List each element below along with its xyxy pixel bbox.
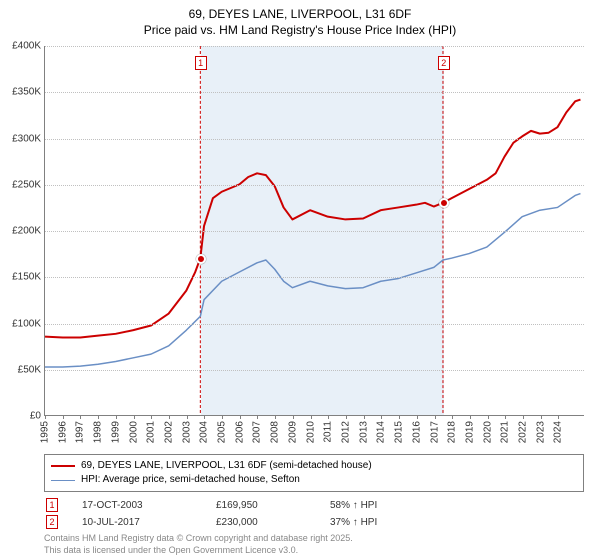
x-axis-label: 2006 (234, 421, 245, 443)
attribution-line: Contains HM Land Registry data © Crown c… (44, 533, 584, 545)
series-hpi (45, 194, 580, 367)
series-price_paid (45, 100, 580, 338)
sale-row: 2 10-JUL-2017 £230,000 37% ↑ HPI (46, 515, 584, 529)
legend-label: HPI: Average price, semi-detached house,… (81, 473, 300, 487)
x-axis-label: 2004 (199, 421, 210, 443)
x-axis-label: 2017 (429, 421, 440, 443)
legend-label: 69, DEYES LANE, LIVERPOOL, L31 6DF (semi… (81, 459, 372, 473)
sale-marker-flag: 1 (195, 56, 207, 70)
y-axis-label: £50K (18, 364, 41, 375)
attribution: Contains HM Land Registry data © Crown c… (44, 533, 584, 556)
y-axis-label: £250K (12, 179, 41, 190)
x-axis-label: 1998 (93, 421, 104, 443)
sale-hpi-diff: 37% ↑ HPI (330, 517, 420, 528)
x-axis-label: 2014 (376, 421, 387, 443)
sale-price: £230,000 (216, 517, 306, 528)
x-axis-label: 2022 (518, 421, 529, 443)
legend-item-hpi: HPI: Average price, semi-detached house,… (51, 473, 577, 487)
sale-marker-box: 2 (46, 515, 58, 529)
legend-swatch (51, 465, 75, 467)
y-axis-label: £100K (12, 318, 41, 329)
sale-marker-flag: 2 (438, 56, 450, 70)
x-axis-label: 1995 (40, 421, 51, 443)
y-axis-label: £200K (12, 226, 41, 237)
y-axis-label: £300K (12, 133, 41, 144)
x-axis-label: 2002 (163, 421, 174, 443)
x-axis-label: 2019 (464, 421, 475, 443)
x-axis-label: 2011 (323, 421, 334, 443)
x-axis-label: 2015 (394, 421, 405, 443)
legend-swatch (51, 480, 75, 481)
x-axis-label: 2008 (270, 421, 281, 443)
sale-price: £169,950 (216, 500, 306, 511)
x-axis-label: 2023 (535, 421, 546, 443)
x-axis-label: 2009 (287, 421, 298, 443)
x-axis-label: 1996 (57, 421, 68, 443)
x-axis-label: 1999 (110, 421, 121, 443)
chart-container: 69, DEYES LANE, LIVERPOOL, L31 6DF Price… (0, 0, 600, 560)
x-axis-label: 2012 (340, 421, 351, 443)
x-axis-label: 1997 (75, 421, 86, 443)
x-axis-label: 2024 (553, 421, 564, 443)
y-axis-label: £150K (12, 272, 41, 283)
x-axis-label: 2001 (146, 421, 157, 443)
x-axis-label: 2021 (500, 421, 511, 443)
x-axis-label: 2005 (217, 421, 228, 443)
legend-item-price-paid: 69, DEYES LANE, LIVERPOOL, L31 6DF (semi… (51, 459, 577, 473)
y-axis-label: £0 (30, 411, 41, 422)
x-axis-label: 2000 (128, 421, 139, 443)
y-axis-label: £350K (12, 87, 41, 98)
x-axis-label: 2013 (358, 421, 369, 443)
x-axis-label: 2020 (482, 421, 493, 443)
sale-date: 10-JUL-2017 (82, 517, 192, 528)
sale-date: 17-OCT-2003 (82, 500, 192, 511)
plot-area: £0£50K£100K£150K£200K£250K£300K£350K£400… (44, 46, 584, 416)
sale-marker-box: 1 (46, 498, 58, 512)
y-axis-label: £400K (12, 41, 41, 52)
legend: 69, DEYES LANE, LIVERPOOL, L31 6DF (semi… (44, 454, 584, 556)
x-axis-label: 2016 (411, 421, 422, 443)
sale-point-dot (196, 254, 206, 264)
title-line-2: Price paid vs. HM Land Registry's House … (0, 22, 600, 38)
sale-point-dot (439, 198, 449, 208)
chart-title: 69, DEYES LANE, LIVERPOOL, L31 6DF Price… (0, 0, 600, 38)
sale-hpi-diff: 58% ↑ HPI (330, 500, 420, 511)
x-axis-label: 2018 (447, 421, 458, 443)
legend-box: 69, DEYES LANE, LIVERPOOL, L31 6DF (semi… (44, 454, 584, 492)
attribution-line: This data is licensed under the Open Gov… (44, 545, 584, 557)
title-line-1: 69, DEYES LANE, LIVERPOOL, L31 6DF (0, 6, 600, 22)
sale-row: 1 17-OCT-2003 £169,950 58% ↑ HPI (46, 498, 584, 512)
x-axis-label: 2007 (252, 421, 263, 443)
x-axis-label: 2010 (305, 421, 316, 443)
x-axis-label: 2003 (181, 421, 192, 443)
